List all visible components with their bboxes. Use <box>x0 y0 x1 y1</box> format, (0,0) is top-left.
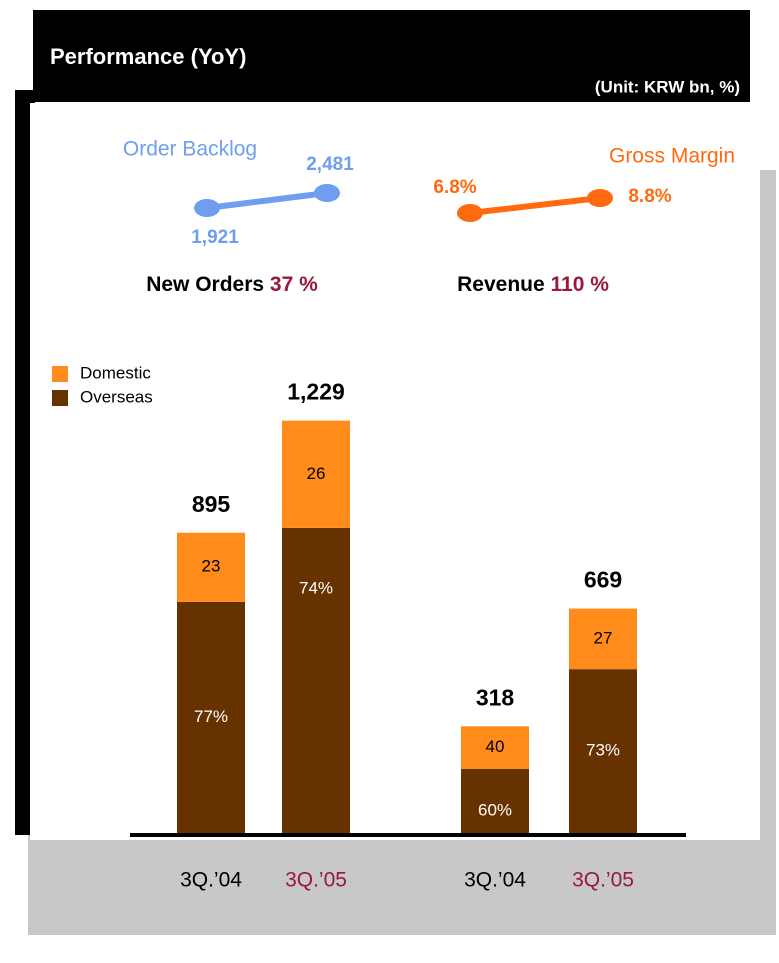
mini-label: 2,481 <box>306 154 354 175</box>
total-label: 669 <box>584 567 622 593</box>
segment-label: 60% <box>478 800 512 819</box>
title: Performance (YoY) <box>50 44 246 69</box>
segment-label: 26 <box>307 464 326 483</box>
total-label: 1,229 <box>287 379 345 405</box>
header-band <box>33 10 750 102</box>
mini-label: 8.8% <box>628 186 671 207</box>
x-tick-label: 3Q.’04 <box>464 869 526 892</box>
legend-swatch <box>52 366 68 382</box>
mini-label: 1,921 <box>191 227 239 248</box>
segment-label: 77% <box>194 707 228 726</box>
segment-label: 73% <box>586 741 620 760</box>
headline-label: New Orders <box>146 273 264 296</box>
mini-point <box>587 189 613 207</box>
mini-point <box>457 204 483 222</box>
unit: (Unit: KRW bn, %) <box>595 77 740 96</box>
headline: Revenue 110 % <box>457 273 609 296</box>
x-tick-label: 3Q.’04 <box>180 869 242 892</box>
mini-line <box>206 190 328 211</box>
bar-segment <box>461 726 529 769</box>
x-tick-label: 3Q.’05 <box>572 869 634 892</box>
mini-title: Order Backlog <box>123 138 257 161</box>
bar-segment <box>569 669 637 833</box>
segment-label: 40 <box>486 737 505 756</box>
mini-line <box>469 195 601 216</box>
mini-point <box>314 184 340 202</box>
segment-label: 23 <box>202 557 221 576</box>
mini-title: Gross Margin <box>609 145 735 168</box>
headline: New Orders 37 % <box>146 273 318 296</box>
headline-label: Revenue <box>457 273 545 296</box>
legend-swatch <box>52 390 68 406</box>
bar-segment <box>461 768 529 833</box>
legend-label: Overseas <box>80 387 153 406</box>
bar-segment <box>177 532 245 602</box>
legend-label: Domestic <box>80 363 151 382</box>
mini-point <box>194 199 220 217</box>
mini-label: 6.8% <box>433 177 476 198</box>
total-label: 318 <box>476 684 515 710</box>
panel <box>30 103 760 840</box>
x-tick-label: 3Q.’05 <box>285 869 347 892</box>
bar-segment <box>282 420 350 528</box>
segment-label: 27 <box>594 628 613 647</box>
headline-value: 110 % <box>551 273 610 296</box>
headline-value: 37 % <box>270 273 318 296</box>
segment-label: 74% <box>299 578 333 597</box>
total-label: 895 <box>192 491 231 517</box>
bar-segment <box>177 601 245 833</box>
bar-segment <box>282 527 350 833</box>
bar-segment <box>569 608 637 670</box>
